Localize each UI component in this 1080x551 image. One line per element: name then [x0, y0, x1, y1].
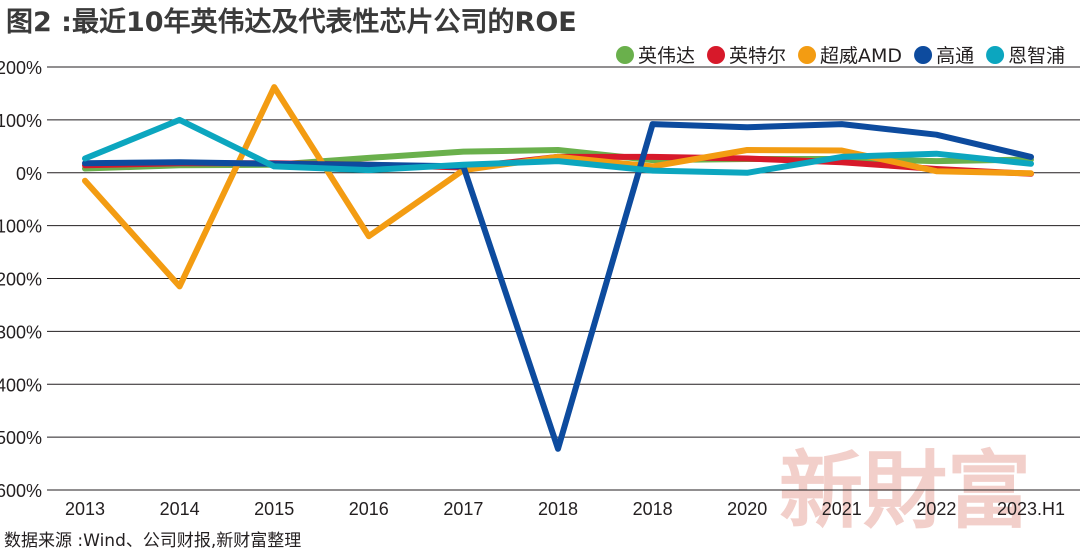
y-tick-label: -400%	[0, 375, 42, 395]
x-tick-label: 2018	[538, 499, 578, 519]
x-tick-label: 2018	[633, 499, 673, 519]
legend-label-1: 英特尔	[729, 45, 786, 67]
legend: 英伟达 英特尔 超威AMD 高通 恩智浦	[616, 45, 1065, 67]
series-line-3	[82, 121, 1034, 452]
legend-label-3: 高通	[936, 45, 974, 67]
grid	[47, 66, 1080, 491]
legend-marker-0	[616, 46, 634, 64]
y-axis: 200% 100% 0% -100% -200% -300% -400% -500% -600%	[0, 58, 42, 501]
x-tick-label: 2016	[349, 499, 389, 519]
series-line-4	[82, 116, 1034, 176]
legend-label-0: 英伟达	[638, 45, 695, 67]
legend-marker-2	[798, 46, 817, 64]
series-lines	[82, 84, 1034, 452]
y-tick-label: -500%	[0, 428, 42, 448]
x-tick-label: 2020	[727, 499, 767, 519]
y-tick-label: 0%	[16, 164, 42, 184]
y-tick-label: -100%	[0, 217, 42, 237]
legend-label-2: 超威AMD	[820, 45, 902, 67]
x-tick-label: 2017	[443, 499, 483, 519]
legend-marker-3	[914, 46, 933, 64]
x-tick-label: 2014	[160, 499, 200, 519]
legend-label-4: 恩智浦	[1008, 45, 1065, 67]
x-tick-label: 2013	[65, 499, 105, 519]
y-tick-label: -600%	[0, 481, 42, 501]
x-tick-label: 2021	[822, 499, 862, 519]
y-tick-label: 100%	[0, 111, 42, 131]
x-tick-label: 2023.H1	[997, 499, 1065, 519]
series-line-2	[82, 84, 1034, 290]
source-note: 数据来源 :Wind、公司财报,新财富整理	[4, 531, 301, 551]
y-tick-label: 200%	[0, 58, 42, 78]
y-tick-label: -200%	[0, 270, 42, 290]
x-axis: 2013 2014 2015 2016 2017 2018 2018 2020 2021 2022…	[65, 499, 1065, 519]
legend-marker-4	[986, 46, 1005, 64]
x-tick-label: 2022	[916, 499, 956, 519]
x-tick-label: 2015	[254, 499, 294, 519]
y-tick-label: -300%	[0, 322, 42, 342]
legend-marker-1	[707, 46, 726, 64]
chart-title: 图2 :最近10年英伟达及代表性芯片公司的ROE	[6, 6, 577, 38]
